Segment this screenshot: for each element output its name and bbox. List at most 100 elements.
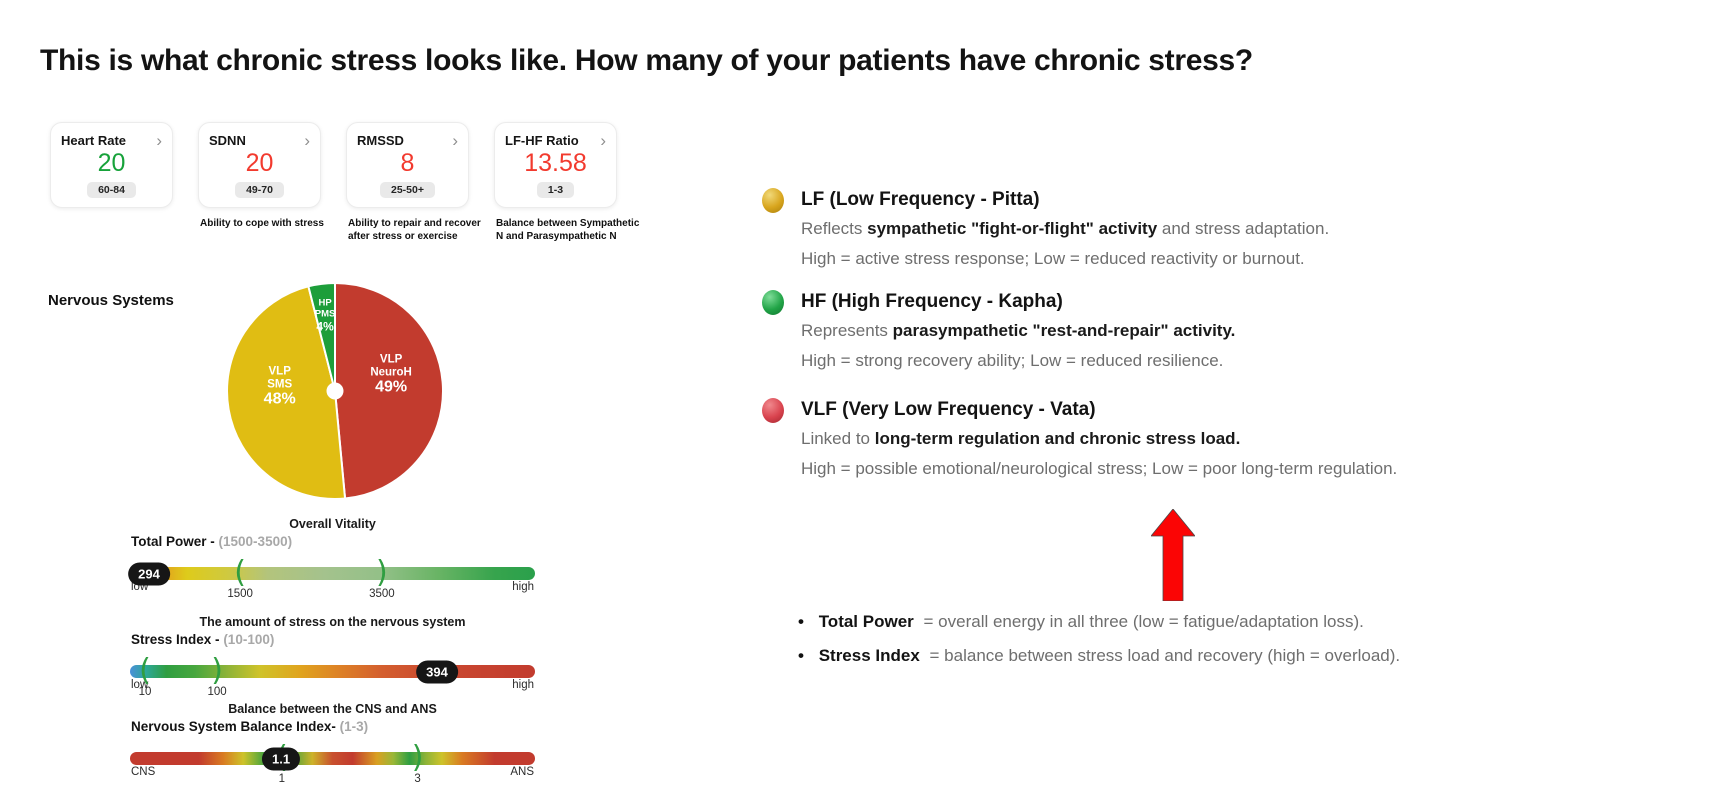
pie-slice-hp-pms	[307, 281, 336, 392]
card-label: RMSSD	[357, 133, 404, 148]
nervous-systems-label: Nervous Systems	[48, 292, 174, 309]
legend-text: LF (Low Frequency - Pitta) Reflects symp…	[801, 186, 1329, 274]
pie-slice-label: VLP SMS 48%	[264, 366, 296, 408]
pie-slice-label: HP PMS 4%	[315, 298, 336, 334]
axis-tick: 1	[278, 773, 286, 785]
metric-card[interactable]: RMSSD › 8 25-50+	[346, 122, 469, 208]
range-close-paren-marker: )	[211, 653, 223, 688]
gauge-range-text: (10-100)	[223, 632, 275, 647]
red-up-arrow-shape	[1151, 509, 1195, 601]
chevron-right-icon[interactable]: ›	[304, 131, 310, 150]
card-value: 20	[245, 149, 274, 177]
legend-bold-text: long-term regulation and chronic stress …	[874, 429, 1241, 448]
card-value: 13.58	[524, 149, 587, 177]
lf-gold-ball-icon	[762, 188, 784, 213]
legend-title: VLF (Very Low Frequency - Vata)	[801, 399, 1096, 420]
legend-description-line: High = strong recovery ability; Low = re…	[801, 346, 1235, 376]
gauge-total-power: Overall Vitality Total Power - (1500-350…	[128, 517, 535, 605]
axis-max-label: high	[512, 679, 534, 691]
nervous-systems-pie-chart: VLP NeuroH 49% VLP SMS 48% HP PMS 4%	[226, 281, 444, 500]
axis-tick: 1500	[227, 588, 253, 600]
card-description: Ability to cope with stress	[200, 218, 324, 229]
card-value: 20	[97, 149, 126, 177]
legend-description-line: High = possible emotional/neurological s…	[801, 454, 1397, 484]
gauge-axis-labels: low 10 100 high	[130, 679, 535, 698]
legend-bold-text: sympathetic "fight-or-flight" activity	[867, 219, 1158, 238]
metric-card-lf-hf-ratio: LF-HF Ratio › 13.58 1-3 Balance between …	[494, 122, 639, 242]
gauge-caption: Overall Vitality	[289, 517, 376, 531]
chevron-right-icon[interactable]: ›	[600, 131, 606, 150]
axis-tick: 100	[207, 686, 227, 698]
metric-card[interactable]: Heart Rate › 20 60-84	[50, 122, 173, 208]
metric-card-sdnn: SDNN › 20 49-70 Ability to cope with str…	[198, 122, 324, 229]
card-label: Heart Rate	[61, 133, 127, 148]
axis-tick: 3500	[369, 588, 395, 600]
note-term: Total Power	[818, 612, 914, 631]
vlf-red-ball-icon	[762, 398, 784, 423]
legend-gray-text: Linked to	[801, 429, 875, 448]
chevron-right-icon[interactable]: ›	[156, 131, 162, 150]
legend-item-lf: LF (Low Frequency - Pitta) Reflects symp…	[762, 186, 1329, 274]
gauge-gradient-bar	[130, 752, 535, 765]
card-range-badge: 49-70	[235, 181, 284, 198]
legend-item-vlf: VLF (Very Low Frequency - Vata) Linked t…	[762, 396, 1397, 484]
gauge-label: Stress Index - (10-100)	[131, 632, 274, 647]
card-range-badge: 1-3	[536, 181, 575, 198]
hf-green-ball-icon	[762, 290, 784, 315]
legend-description-line: Represents parasympathetic "rest-and-rep…	[801, 316, 1235, 346]
metric-card[interactable]: LF-HF Ratio › 13.58 1-3	[494, 122, 617, 208]
gauge-gradient-bar	[130, 567, 535, 580]
gauge-label: Nervous System Balance Index- (1-3)	[131, 719, 368, 734]
page-title: This is what chronic stress looks like. …	[40, 44, 1253, 77]
gauge-bar-area: ( ) 294	[128, 557, 535, 589]
gauge-label-text: Stress Index -	[131, 632, 220, 647]
axis-max-label: ANS	[510, 766, 534, 778]
gauge-value-pill: 394	[416, 660, 458, 683]
gauge-value-pill: 294	[128, 562, 170, 585]
axis-min-label: CNS	[131, 766, 156, 778]
axis-tick: 10	[138, 686, 152, 698]
legend-gray-text: High = strong recovery ability; Low = re…	[801, 351, 1224, 370]
metric-card-heart-rate: Heart Rate › 20 60-84	[50, 122, 173, 208]
gauge-bar-area: ( ) 1.1	[130, 742, 535, 774]
card-header: Heart Rate ›	[61, 132, 162, 149]
metric-card-rmssd: RMSSD › 8 25-50+ Ability to repair and r…	[346, 122, 481, 242]
red-up-arrow-icon	[1151, 509, 1195, 601]
legend-gray-text: High = possible emotional/neurological s…	[801, 459, 1398, 478]
gauge-stress-index: The amount of stress on the nervous syst…	[130, 615, 535, 703]
card-description: Balance between Sympathetic N and Parasy…	[496, 218, 640, 242]
gauge-value-pill: 1.1	[262, 747, 301, 770]
metric-cards-row: Heart Rate › 20 60-84 SDNN › 20 49-70 Ab…	[50, 122, 642, 242]
legend-gray-text: Represents	[801, 321, 893, 340]
legend-description-line: Linked to long-term regulation and chron…	[801, 424, 1397, 454]
legend-bold-text: parasympathetic "rest-and-repair" activi…	[892, 321, 1236, 340]
gauge-label-text: Total Power -	[131, 534, 215, 549]
gauge-axis-labels: low 1500 3500 high	[130, 581, 535, 600]
note-text: = overall energy in all three (low = fat…	[923, 612, 1364, 631]
pie-slice-vlp-sms	[226, 285, 347, 500]
metric-card[interactable]: SDNN › 20 49-70	[198, 122, 321, 208]
legend-title: LF (Low Frequency - Pitta)	[801, 189, 1040, 210]
range-close-paren-marker: )	[376, 555, 388, 590]
range-open-paren-marker: (	[234, 555, 247, 590]
axis-min-label: low	[131, 679, 149, 691]
legend-text: HF (High Frequency - Kapha) Represents p…	[801, 288, 1235, 376]
gauge-caption: Balance between the CNS and ANS	[228, 702, 437, 716]
card-label: LF-HF Ratio	[505, 133, 579, 148]
legend-gray-text: and stress adaptation.	[1157, 219, 1330, 238]
card-value: 8	[400, 149, 415, 177]
card-range-badge: 25-50+	[380, 181, 435, 198]
gauge-range-text: (1500-3500)	[218, 534, 293, 549]
chevron-right-icon[interactable]: ›	[452, 131, 458, 150]
card-header: LF-HF Ratio ›	[505, 132, 606, 149]
legend-description-line: Reflects sympathetic "fight-or-flight" a…	[801, 214, 1329, 244]
legend-gray-text: Reflects	[801, 219, 868, 238]
gauge-ns-balance-index: Balance between the CNS and ANS Nervous …	[130, 702, 535, 790]
pie-center-dot	[326, 382, 344, 400]
legend-item-hf: HF (High Frequency - Kapha) Represents p…	[762, 288, 1235, 376]
note-term: Stress Index	[818, 646, 920, 665]
axis-max-label: high	[512, 581, 534, 593]
legend-title: HF (High Frequency - Kapha)	[801, 291, 1063, 312]
note-text: = balance between stress load and recove…	[929, 646, 1401, 665]
